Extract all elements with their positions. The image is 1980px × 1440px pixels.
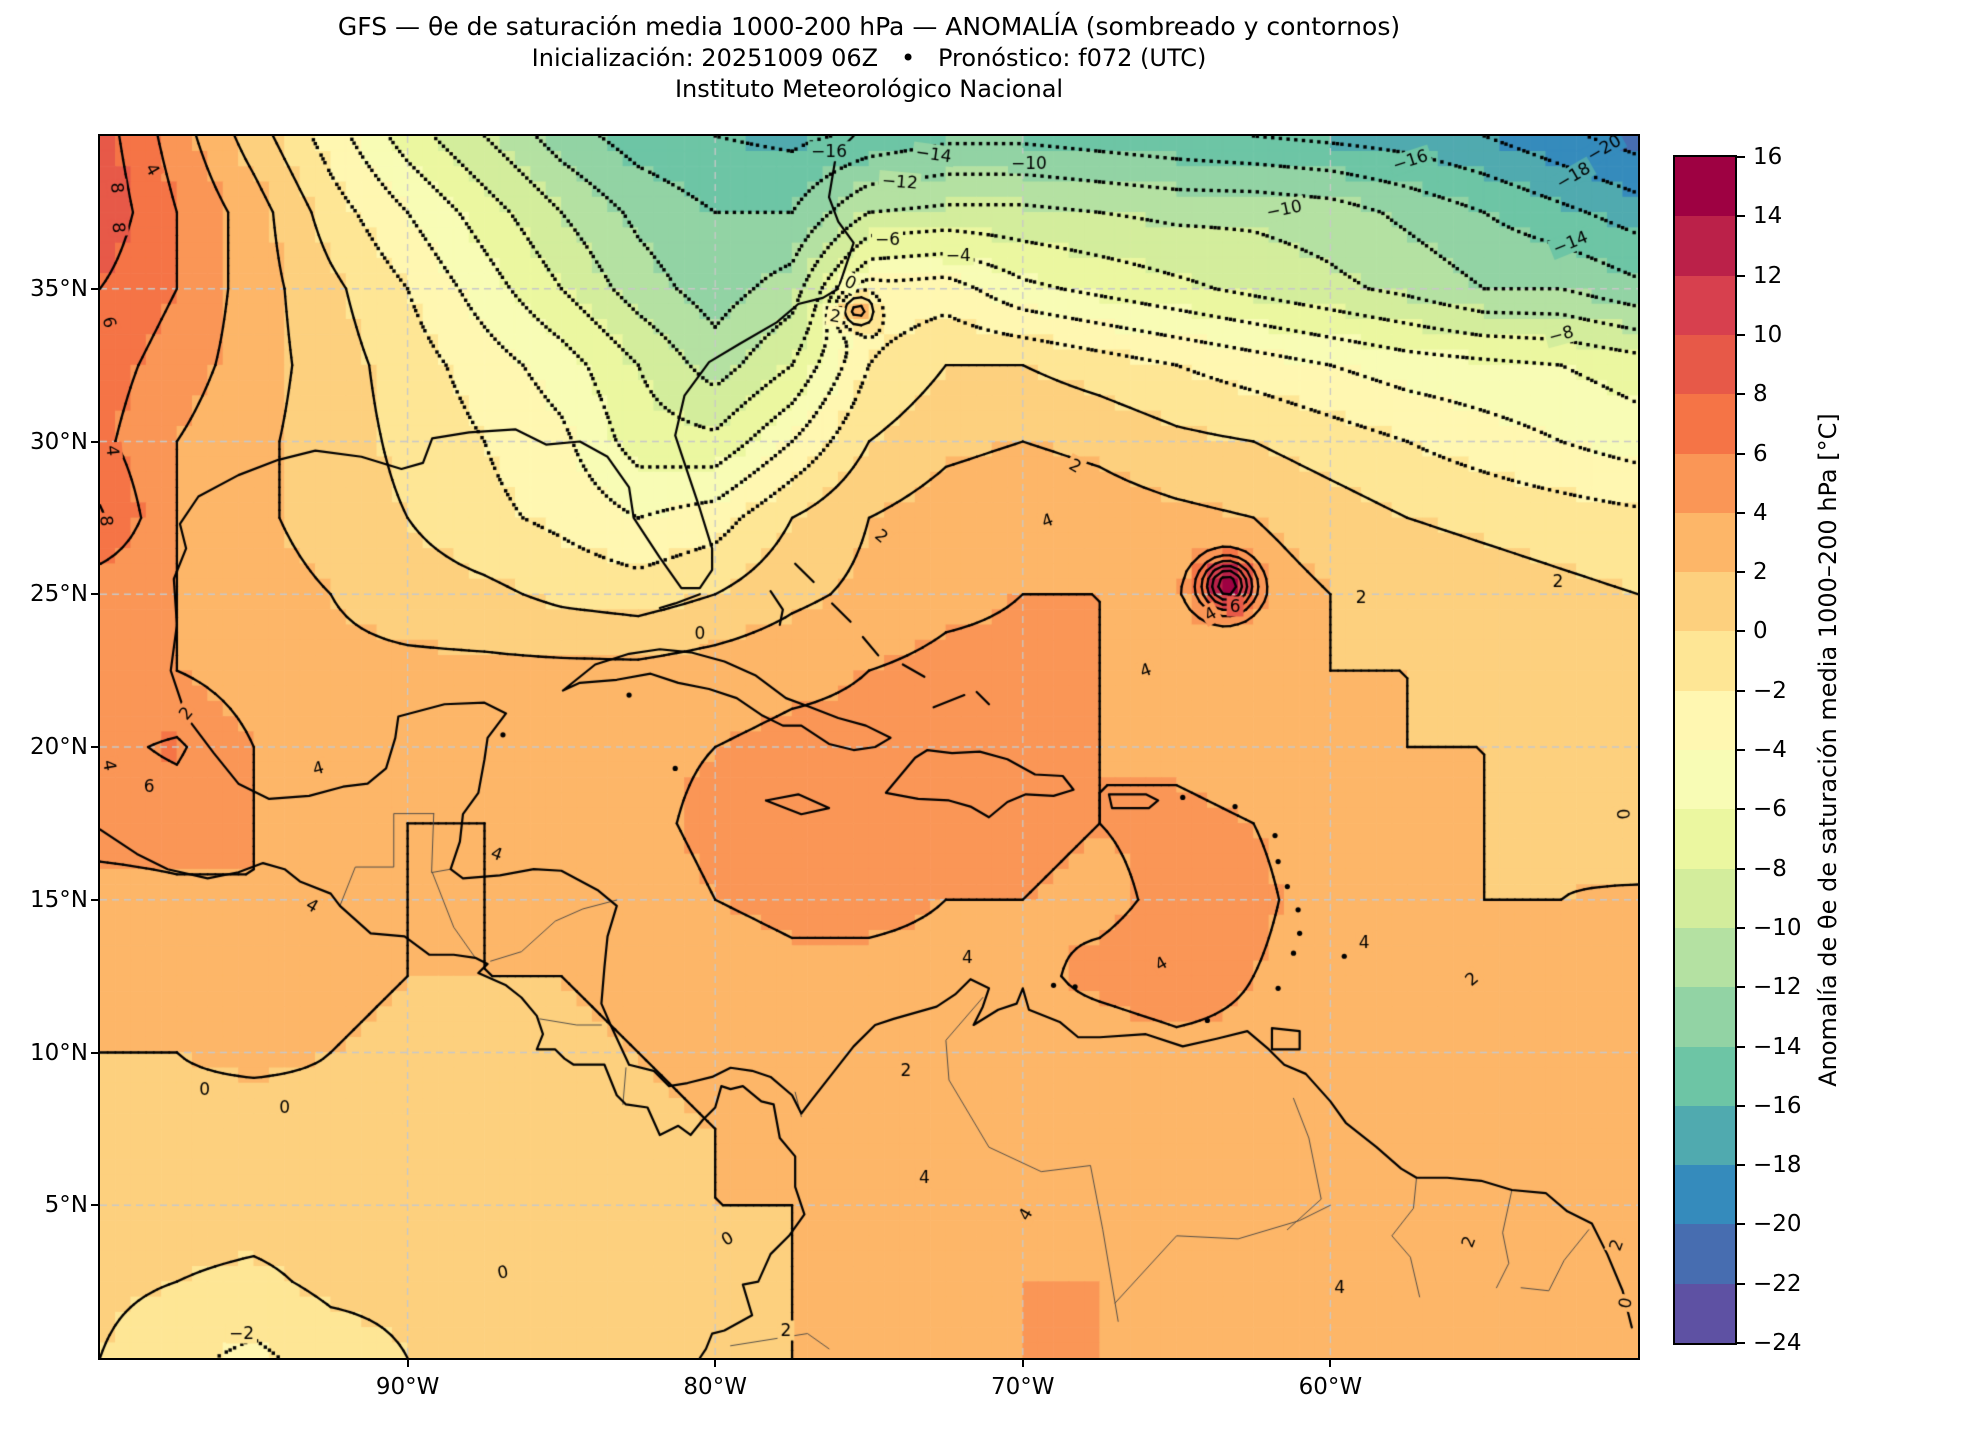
colorbar-cell xyxy=(1675,987,1735,1047)
colorbar-tick-label: 2 xyxy=(1753,559,1768,586)
colorbar-tick xyxy=(1737,571,1745,574)
colorbar-cell xyxy=(1675,809,1735,870)
chart-subtitle: Inicialización: 20251009 06Z • Pronóstic… xyxy=(531,44,1207,72)
colorbar-tick-label: −18 xyxy=(1753,1152,1802,1179)
colorbar-tick xyxy=(1737,1342,1745,1344)
colorbar-tick xyxy=(1737,333,1745,336)
x-axis-tick xyxy=(406,1360,409,1367)
map-panel xyxy=(98,134,1640,1360)
colorbar-cell xyxy=(1675,334,1735,395)
colorbar-tick xyxy=(1737,1223,1745,1226)
colorbar-cell xyxy=(1675,453,1735,514)
colorbar-cell xyxy=(1675,1224,1735,1285)
y-tick-label: 20°N xyxy=(30,734,88,760)
y-axis-tick xyxy=(91,287,98,290)
colorbar-cell xyxy=(1675,631,1735,692)
colorbar-cell xyxy=(1675,572,1735,632)
colorbar-tick xyxy=(1737,452,1745,455)
chart-title: GFS — θe de saturación media 1000-200 hP… xyxy=(337,12,1401,41)
colorbar-tick-label: −4 xyxy=(1753,737,1787,763)
colorbar-cell xyxy=(1675,275,1735,336)
colorbar-tick xyxy=(1737,1164,1745,1167)
colorbar-cell xyxy=(1675,512,1735,573)
x-tick-label: 90°W xyxy=(375,1374,440,1400)
colorbar-cell xyxy=(1675,1283,1735,1344)
colorbar-cell xyxy=(1675,1105,1735,1166)
y-tick-label: 25°N xyxy=(30,581,88,608)
colorbar-cell xyxy=(1675,750,1735,810)
colorbar-tick xyxy=(1737,1282,1745,1285)
x-axis-tick xyxy=(1021,1360,1024,1367)
colorbar-tick xyxy=(1737,986,1745,989)
colorbar-cell xyxy=(1675,927,1735,988)
colorbar-tick-label: 8 xyxy=(1753,381,1768,408)
colorbar-tick xyxy=(1737,630,1745,633)
colorbar-tick-label: −22 xyxy=(1753,1270,1802,1297)
colorbar-tick xyxy=(1737,215,1745,218)
colorbar-tick-label: 12 xyxy=(1753,262,1783,289)
colorbar-tick-label: 14 xyxy=(1753,203,1783,230)
colorbar-tick-label: 4 xyxy=(1753,499,1768,526)
colorbar-tick-label: −10 xyxy=(1753,914,1802,941)
colorbar-tick xyxy=(1737,156,1745,158)
colorbar-tick xyxy=(1737,274,1745,277)
title-block: GFS — θe de saturación media 1000-200 hP… xyxy=(100,10,1638,105)
colorbar-tick-label: −16 xyxy=(1753,1092,1802,1119)
y-axis-tick xyxy=(91,593,98,596)
chart-institution: Instituto Meteorológico Nacional xyxy=(674,75,1064,103)
y-tick-label: 35°N xyxy=(30,275,88,302)
y-axis-tick xyxy=(91,1051,98,1054)
colorbar-cell xyxy=(1675,1046,1735,1107)
colorbar xyxy=(1673,155,1737,1345)
y-tick-label: 10°N xyxy=(30,1039,88,1066)
y-tick-label: 5°N xyxy=(44,1192,88,1219)
colorbar-tick xyxy=(1737,689,1745,692)
colorbar-tick-label: 6 xyxy=(1753,440,1768,467)
y-axis-tick xyxy=(91,440,98,443)
x-axis-tick xyxy=(714,1360,717,1367)
colorbar-cell xyxy=(1675,394,1735,454)
colorbar-cell xyxy=(1675,690,1735,751)
colorbar-tick-label: −2 xyxy=(1753,677,1787,704)
colorbar-tick-label: −8 xyxy=(1753,855,1787,882)
anomaly-map-canvas xyxy=(100,136,1638,1358)
colorbar-tick-label: −20 xyxy=(1753,1211,1802,1238)
colorbar-tick xyxy=(1737,808,1745,811)
colorbar-tick-label: 0 xyxy=(1753,618,1768,645)
colorbar-cell xyxy=(1675,1165,1735,1225)
x-tick-label: 80°W xyxy=(683,1374,747,1400)
colorbar-label: Anomalía de θe de saturación media 1000–… xyxy=(1814,413,1842,1087)
colorbar-tick-label: 10 xyxy=(1753,321,1783,348)
colorbar-cell xyxy=(1675,216,1735,277)
colorbar-tick-label: −12 xyxy=(1753,974,1802,1001)
colorbar-tick-label: −6 xyxy=(1753,796,1787,823)
colorbar-tick xyxy=(1737,749,1745,751)
x-tick-label: 60°W xyxy=(1298,1374,1363,1400)
colorbar-cell xyxy=(1675,868,1735,929)
colorbar-tick xyxy=(1737,1104,1745,1107)
colorbar-tick xyxy=(1737,511,1745,514)
y-axis-tick xyxy=(91,1204,98,1207)
y-axis-tick xyxy=(91,898,98,901)
y-tick-label: 30°N xyxy=(30,428,88,455)
colorbar-cell xyxy=(1675,157,1735,217)
colorbar-tick xyxy=(1737,926,1745,929)
y-axis-tick xyxy=(91,746,98,748)
y-tick-label: 15°N xyxy=(30,886,88,913)
colorbar-tick xyxy=(1737,867,1745,870)
x-tick-label: 70°W xyxy=(991,1374,1055,1400)
colorbar-tick-label: −24 xyxy=(1753,1330,1802,1356)
colorbar-tick-label: 16 xyxy=(1753,144,1783,170)
x-axis-tick xyxy=(1329,1360,1332,1367)
colorbar-tick xyxy=(1737,393,1745,396)
colorbar-tick xyxy=(1737,1045,1745,1048)
colorbar-tick-label: −14 xyxy=(1753,1033,1802,1060)
